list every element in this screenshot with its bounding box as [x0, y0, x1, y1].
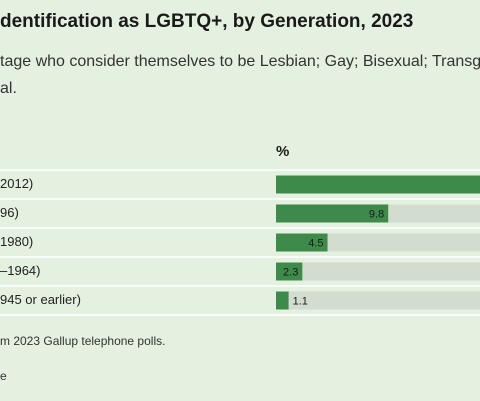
bar-track [276, 291, 480, 310]
source: e [0, 369, 7, 383]
value-label: 4.5 [308, 237, 323, 249]
bar [276, 291, 289, 310]
bar [276, 204, 389, 223]
category-label: 2012) [0, 176, 33, 191]
subtitle: al. [0, 80, 17, 97]
subtitle: tage who consider themselves to be Lesbi… [0, 53, 480, 70]
category-label: 945 or earlier) [0, 292, 81, 307]
category-label: –1964) [0, 263, 40, 278]
footnote: m 2023 Gallup telephone polls. [0, 334, 165, 348]
bar [276, 262, 303, 281]
value-label: 2.3 [283, 266, 298, 278]
value-label: 1.1 [293, 295, 308, 307]
value-label: 9.8 [369, 208, 384, 220]
bar [276, 175, 480, 194]
category-label: 1980) [0, 234, 33, 249]
category-label: 96) [0, 205, 19, 220]
column-header: % [276, 143, 289, 160]
chart-title: dentification as LGBTQ+, by Generation, … [0, 11, 413, 32]
bar-track [276, 262, 480, 281]
bar [276, 233, 328, 252]
